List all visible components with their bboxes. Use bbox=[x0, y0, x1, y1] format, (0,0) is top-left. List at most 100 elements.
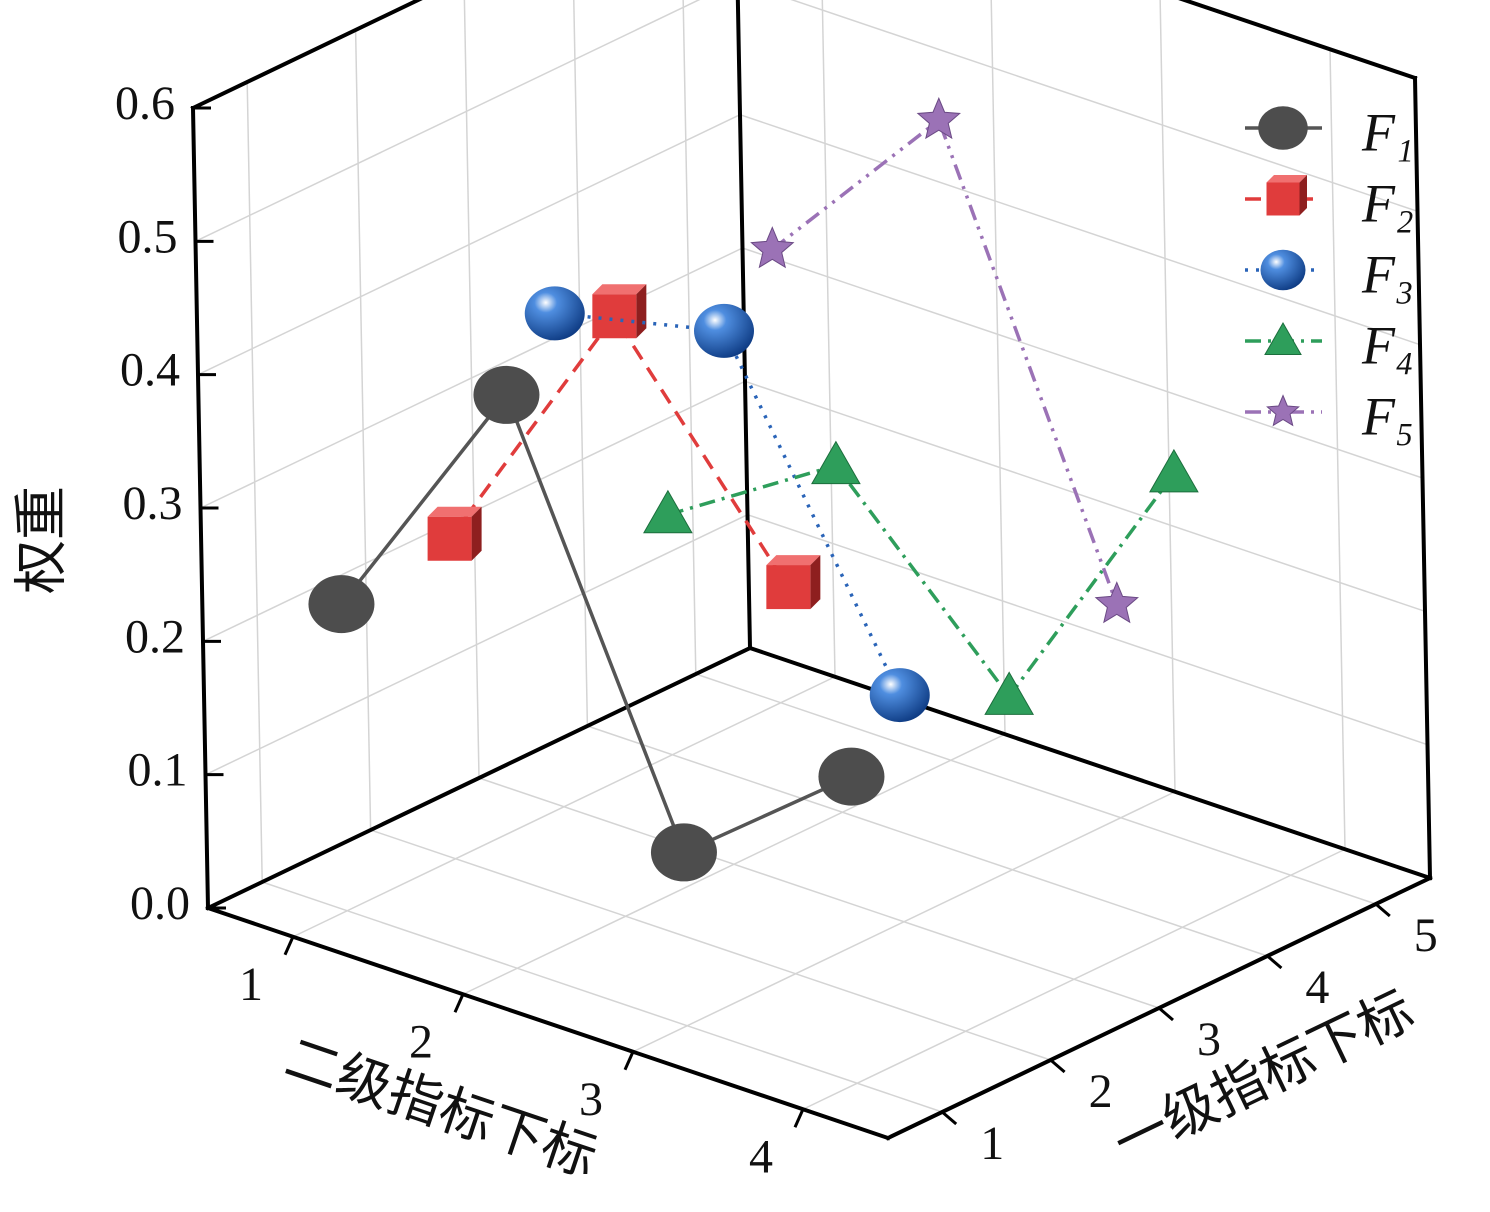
z-axis-title: 权重 bbox=[10, 486, 73, 594]
x-tick-label: 1 bbox=[239, 958, 263, 1011]
grid-line bbox=[790, 0, 1418, 213]
legend-marker bbox=[1258, 106, 1308, 150]
axis-edge bbox=[205, 645, 753, 911]
legend-label: F₄ bbox=[1361, 315, 1414, 375]
grid-line bbox=[821, 0, 836, 677]
marker bbox=[766, 565, 811, 610]
marker bbox=[473, 365, 540, 424]
marker bbox=[1149, 448, 1199, 493]
marker bbox=[916, 96, 961, 140]
axis-edge bbox=[735, 0, 753, 651]
z-tick-label: 0.6 bbox=[115, 77, 175, 130]
marker bbox=[750, 226, 795, 269]
y-axis-title: 一级指标下标 bbox=[1104, 978, 1423, 1175]
y-tick bbox=[1158, 1006, 1174, 1022]
marker bbox=[592, 294, 637, 339]
marker-shade bbox=[766, 555, 821, 566]
y-tick bbox=[1266, 954, 1283, 970]
x-tick bbox=[283, 936, 295, 956]
grid-line bbox=[354, 29, 372, 831]
marker bbox=[869, 668, 930, 723]
legend-label: F₁ bbox=[1361, 102, 1414, 162]
marker-shade bbox=[1299, 175, 1307, 216]
axis-edge bbox=[205, 905, 891, 1141]
x-tick-label: 3 bbox=[579, 1073, 603, 1126]
marker bbox=[1094, 581, 1139, 624]
axis-edge bbox=[1412, 75, 1433, 881]
marker-shade bbox=[427, 506, 482, 517]
series-line bbox=[771, 117, 1119, 606]
marker bbox=[308, 575, 375, 634]
marker bbox=[524, 286, 585, 341]
marker-shade bbox=[592, 284, 647, 295]
marker-shade bbox=[636, 284, 647, 339]
axis-edge bbox=[885, 875, 1433, 1141]
y-tick bbox=[941, 1110, 958, 1126]
grid-line bbox=[1329, 49, 1346, 850]
marker-shade bbox=[810, 555, 821, 610]
legend-label: F₂ bbox=[1361, 173, 1414, 233]
marker-shade bbox=[1266, 175, 1307, 183]
legend-marker bbox=[1264, 321, 1302, 355]
z-tick-label: 0.5 bbox=[118, 210, 178, 263]
legend-marker bbox=[1266, 182, 1300, 216]
z-tick-label: 0.0 bbox=[130, 877, 190, 930]
y-tick bbox=[1374, 902, 1391, 918]
marker-shade bbox=[471, 506, 482, 561]
grid-line bbox=[463, 0, 480, 779]
y-tick-label: 5 bbox=[1414, 909, 1438, 962]
legend-marker bbox=[1266, 394, 1300, 427]
marker bbox=[818, 747, 885, 806]
marker bbox=[984, 671, 1035, 715]
y-tick bbox=[1049, 1058, 1066, 1074]
plot-area bbox=[308, 96, 1199, 882]
grid-line bbox=[747, 513, 1428, 746]
y-tick-label: 4 bbox=[1305, 961, 1329, 1014]
legend-label: F₅ bbox=[1361, 386, 1414, 446]
grid-line bbox=[261, 881, 943, 1113]
marker bbox=[694, 303, 754, 358]
x-axis-title: 二级指标下标 bbox=[278, 1026, 605, 1189]
legend: F₁ F₂ F₃ F₄ F₅ bbox=[1245, 102, 1414, 446]
z-tick-label: 0.1 bbox=[128, 744, 188, 797]
y-tick-label: 2 bbox=[1089, 1065, 1113, 1118]
grid-line bbox=[478, 777, 1160, 1009]
axes-box: 0.0 0.1 0.2 0.3 0.4 0.5 0.6 1 2 3 4 1 2 3 4 5 二级指标下标 一级指标… bbox=[10, 0, 1438, 1189]
marker bbox=[427, 516, 472, 561]
grid-line bbox=[682, 0, 697, 675]
grid-line bbox=[370, 829, 1051, 1061]
grid-line bbox=[1182, 0, 1416, 79]
series-line bbox=[667, 463, 1176, 700]
grid-line bbox=[739, 113, 1421, 346]
x-tick bbox=[793, 1108, 805, 1128]
x-tick-label: 2 bbox=[409, 1015, 433, 1068]
axis-edge bbox=[747, 645, 1433, 881]
grid-line bbox=[990, 0, 1006, 735]
y-tick-label: 3 bbox=[1197, 1013, 1221, 1066]
legend-label: F₃ bbox=[1361, 244, 1414, 304]
axis-edge bbox=[1178, 0, 1418, 81]
series-line bbox=[448, 313, 790, 589]
z-tick-label: 0.4 bbox=[120, 344, 180, 397]
grid-line bbox=[1159, 0, 1176, 792]
legend-marker bbox=[1260, 249, 1306, 291]
marker bbox=[811, 440, 861, 485]
grid-line bbox=[744, 380, 1426, 613]
grid-line bbox=[742, 247, 1423, 479]
x-tick bbox=[623, 1051, 635, 1071]
grid-line bbox=[246, 81, 263, 883]
series-line bbox=[554, 311, 902, 696]
x-tick bbox=[453, 993, 465, 1013]
series-line bbox=[340, 391, 853, 855]
axis-edge bbox=[190, 0, 423, 111]
marker bbox=[643, 489, 693, 534]
z-tick-label: 0.3 bbox=[123, 477, 183, 530]
grid-line bbox=[695, 673, 1377, 905]
x-tick-label: 4 bbox=[749, 1130, 773, 1183]
marker bbox=[650, 823, 717, 882]
z-tick-label: 0.2 bbox=[125, 610, 185, 663]
y-tick-label: 1 bbox=[980, 1117, 1004, 1170]
grid-line bbox=[587, 725, 1268, 957]
axis-edge bbox=[190, 105, 211, 911]
